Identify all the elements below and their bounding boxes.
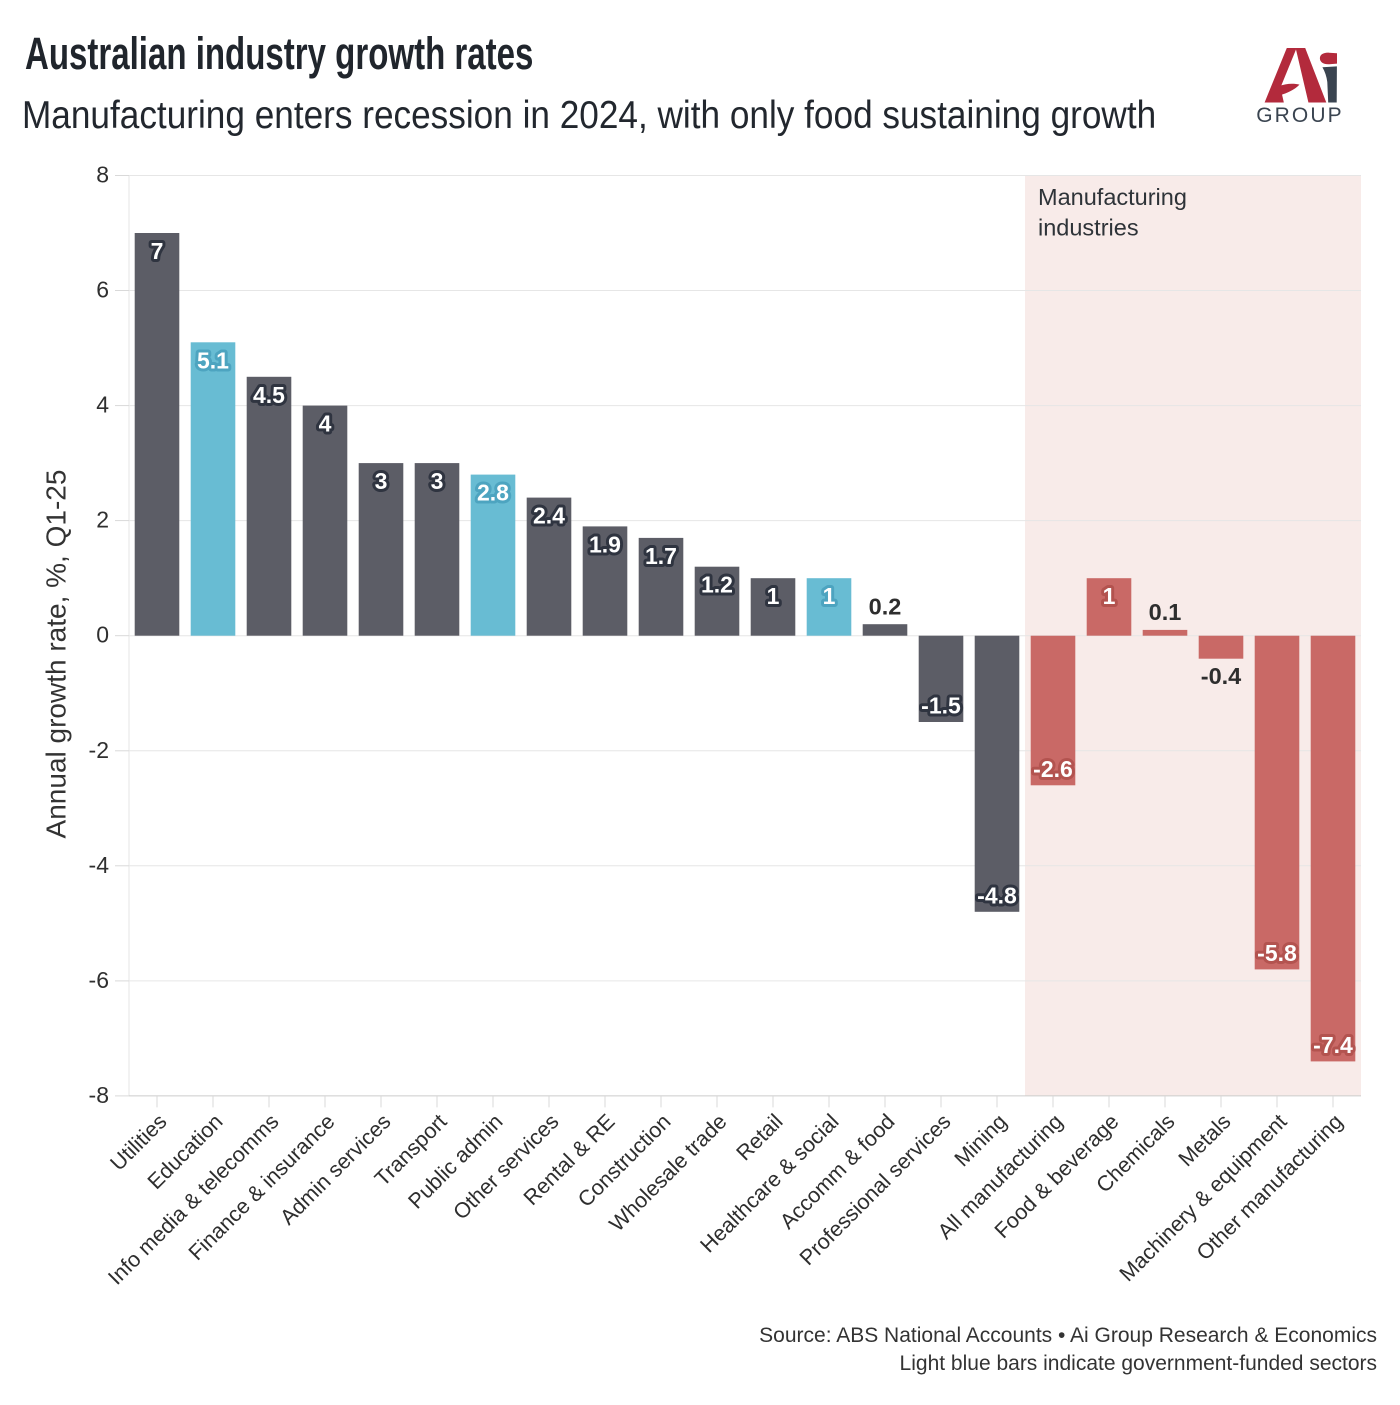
- svg-text:-1.5: -1.5: [921, 693, 961, 719]
- svg-text:4.5: 4.5: [253, 382, 285, 408]
- svg-text:Manufacturing: Manufacturing: [1038, 184, 1187, 210]
- svg-text:GROUP: GROUP: [1256, 104, 1344, 127]
- svg-text:1: 1: [767, 583, 780, 609]
- svg-text:3: 3: [431, 468, 444, 494]
- svg-text:-2.6: -2.6: [1033, 756, 1073, 782]
- svg-text:Annual growth rate, %, Q1-25: Annual growth rate, %, Q1-25: [41, 470, 72, 839]
- svg-text:-6: -6: [89, 967, 109, 993]
- svg-text:2.4: 2.4: [533, 503, 565, 529]
- svg-text:-7.4: -7.4: [1313, 1032, 1353, 1058]
- svg-text:6: 6: [96, 277, 109, 303]
- svg-text:1.7: 1.7: [645, 543, 677, 569]
- svg-text:4: 4: [96, 392, 109, 418]
- svg-text:3: 3: [375, 468, 388, 494]
- svg-text:0: 0: [96, 622, 109, 648]
- svg-text:8: 8: [96, 162, 109, 188]
- svg-text:0.2: 0.2: [869, 594, 902, 620]
- svg-text:2.8: 2.8: [477, 480, 509, 506]
- svg-text:4: 4: [319, 411, 332, 437]
- svg-text:-5.8: -5.8: [1257, 940, 1297, 966]
- svg-text:1.9: 1.9: [589, 531, 621, 557]
- svg-text:0.1: 0.1: [1149, 599, 1182, 625]
- svg-text:5.1: 5.1: [197, 347, 229, 373]
- svg-text:2: 2: [96, 507, 109, 533]
- svg-text:-4: -4: [89, 852, 110, 878]
- svg-text:-4.8: -4.8: [977, 882, 1017, 908]
- svg-text:-0.4: -0.4: [1201, 663, 1242, 689]
- svg-text:1: 1: [823, 583, 836, 609]
- svg-text:-2: -2: [89, 737, 109, 763]
- svg-text:industries: industries: [1038, 215, 1139, 241]
- svg-text:7: 7: [151, 238, 164, 264]
- svg-text:1.2: 1.2: [701, 572, 733, 598]
- svg-text:1: 1: [1103, 583, 1116, 609]
- svg-text:-8: -8: [89, 1082, 109, 1108]
